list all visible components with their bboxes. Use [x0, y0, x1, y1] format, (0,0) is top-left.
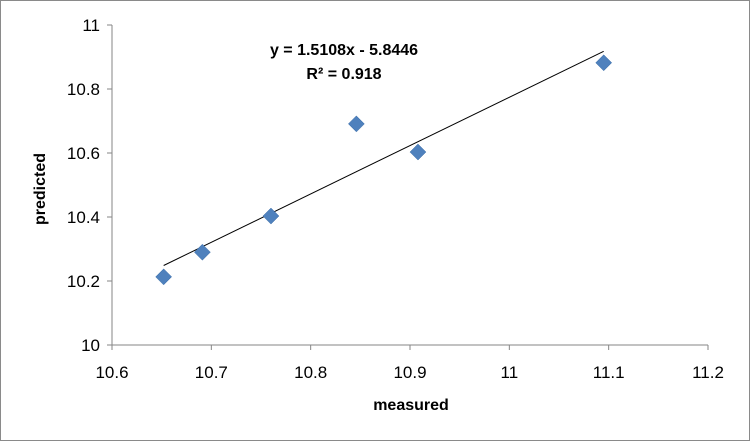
y-axis-ticks: 10 10.2 10.4 10.6 10.8 11	[67, 16, 112, 355]
x-axis-ticks: 10.6 10.7 10.8 10.9 11 11.1 11.2	[95, 345, 724, 382]
y-tick-label: 11	[82, 16, 100, 35]
x-tick-label: 11	[501, 363, 519, 382]
x-tick-label: 11.1	[593, 363, 625, 382]
data-point-diamond	[155, 268, 173, 286]
data-point-diamond	[595, 54, 613, 72]
trendline	[163, 50, 604, 266]
data-point-diamond	[409, 143, 427, 161]
y-tick-label: 10	[81, 336, 100, 355]
x-tick-label: 11.2	[692, 363, 724, 382]
y-tick-label: 10.2	[67, 272, 100, 291]
y-tick-label: 10.6	[67, 144, 100, 163]
data-point-diamond	[348, 115, 365, 133]
x-tick-label: 10.9	[393, 363, 426, 382]
y-tick-label: 10.4	[67, 208, 100, 227]
x-tick-label: 10.7	[195, 363, 228, 382]
x-axis-title: measured	[373, 397, 449, 414]
r-squared-label: R² = 0.918	[306, 66, 381, 83]
trendline-group	[163, 50, 604, 266]
y-tick-label: 10.8	[67, 80, 100, 99]
x-tick-label: 10.8	[294, 363, 327, 382]
data-points	[155, 54, 613, 286]
y-axis-title: predicted	[32, 153, 49, 225]
data-point-diamond	[194, 243, 211, 261]
x-tick-label: 10.6	[95, 363, 128, 382]
trendline-equation: y = 1.5108x - 5.8446	[270, 42, 418, 59]
data-point-diamond	[262, 207, 280, 225]
